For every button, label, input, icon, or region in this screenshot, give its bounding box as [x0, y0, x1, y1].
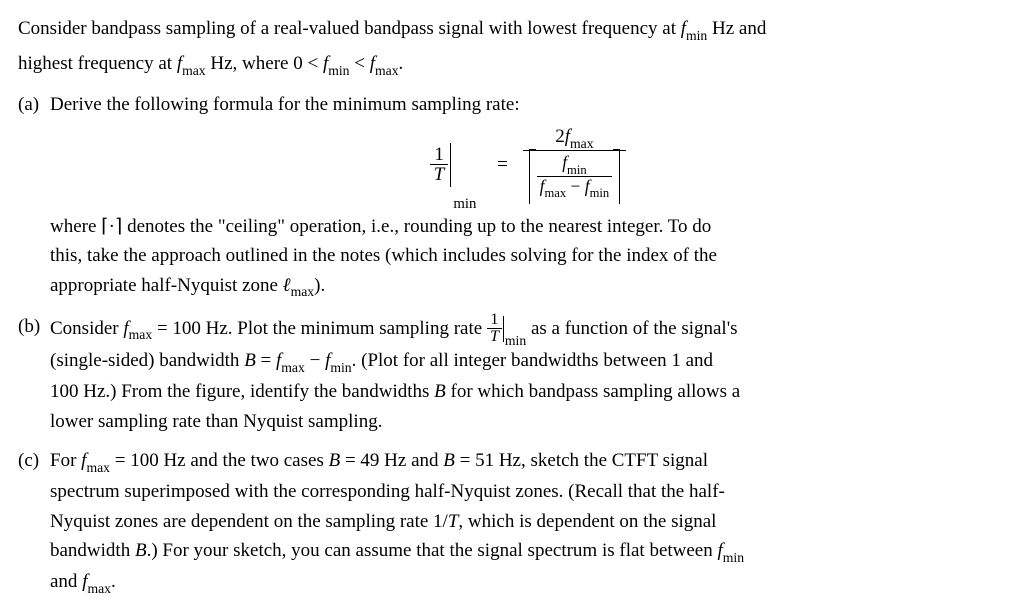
text: for which bandpass sampling allows a	[446, 381, 740, 402]
text: ).	[314, 275, 325, 296]
text: appropriate half-Nyquist zone	[50, 275, 283, 296]
B-var: B	[135, 540, 147, 561]
item-c: (c) For fmax = 100 Hz and the two cases …	[18, 446, 1006, 598]
c-line-4: bandwidth B.) For your sketch, you can a…	[50, 536, 1006, 567]
inner-numer: fmin	[537, 153, 613, 176]
intro-text: Consider bandpass sampling of a real-val…	[18, 18, 681, 39]
body-b: Consider fmax = 100 Hz. Plot the minimum…	[50, 312, 1006, 437]
text: = 49 Hz and	[340, 450, 443, 471]
frac-rhs: 2fmax fmin fmax − fmin	[523, 127, 627, 201]
ell-var: ℓ	[283, 275, 291, 296]
fmax-sub: max	[570, 136, 594, 151]
fmax-var: f	[123, 317, 128, 338]
B-var: B	[443, 450, 455, 471]
text: as a function of the signal's	[526, 317, 737, 338]
b-line-2: (single-sided) bandwidth B = fmax − fmin…	[50, 346, 1006, 377]
intro-paragraph-2: highest frequency at fmax Hz, where 0 < …	[18, 49, 1006, 80]
fmax-sub: max	[281, 360, 305, 375]
numer-1: 1	[430, 145, 449, 164]
B-var: B	[329, 450, 341, 471]
a-tail-1: where ⌈·⌉ denotes the "ceiling" operatio…	[50, 212, 1006, 241]
fmax-sub: max	[87, 581, 111, 596]
c-line-3: Nyquist zones are dependent on the sampl…	[50, 507, 1006, 536]
fmin-sub: min	[590, 186, 610, 200]
numer-2fmax: 2fmax	[523, 127, 627, 150]
one: 1	[487, 312, 502, 329]
eval-bar	[503, 316, 504, 342]
text: 100 Hz.) From the figure, identify the b…	[50, 381, 434, 402]
denom-T: T	[430, 164, 449, 184]
fmax-sub: max	[545, 186, 567, 200]
text: Consider	[50, 317, 123, 338]
text: = 100 Hz. Plot the minimum sampling rate	[152, 317, 487, 338]
minus: −	[566, 176, 585, 196]
text: = 51 Hz, sketch the CTFT signal	[455, 450, 708, 471]
denom-ceil: fmin fmax − fmin	[523, 150, 627, 201]
text: . (Plot for all integer bandwidths betwe…	[352, 350, 713, 371]
c-line-5: and fmax.	[50, 567, 1006, 598]
text: .	[111, 571, 116, 592]
eval-min: min	[453, 196, 476, 212]
text: For	[50, 450, 81, 471]
B-var: B	[434, 381, 446, 402]
text: (single-sided) bandwidth	[50, 350, 244, 371]
text: Nyquist zones are dependent on the sampl…	[50, 511, 448, 532]
text: bandwidth	[50, 540, 135, 561]
equation-min-rate: 1 T min = 2fmax fmin fmax − fmin	[50, 127, 1006, 201]
intro-paragraph: Consider bandpass sampling of a real-val…	[18, 14, 1006, 45]
a-tail-2: this, take the approach outlined in the …	[50, 241, 1006, 270]
body-c: For f max = 100 Hz and the two cases B = …	[50, 446, 1006, 598]
fmin-sub: min	[328, 63, 349, 78]
fmax-var: f	[540, 176, 545, 196]
body-a: Derive the following formula for the min…	[50, 90, 1006, 302]
intro-text: <	[350, 53, 370, 74]
fmax-sub: max	[129, 327, 153, 342]
marker-c: (c)	[18, 446, 50, 598]
marker-a: (a)	[18, 90, 50, 302]
item-b: (b) Consider fmax = 100 Hz. Plot the min…	[18, 312, 1006, 437]
frac-1-T: 1T	[487, 312, 502, 347]
ell-sub: max	[291, 284, 315, 299]
inner-denom: fmax − fmin	[537, 176, 613, 200]
frac-1-over-T: 1 T	[430, 145, 449, 184]
a-tail-3: appropriate half-Nyquist zone ℓmax).	[50, 271, 1006, 302]
fmax-sub: max	[182, 63, 206, 78]
fmax-sub: max	[86, 460, 110, 475]
equals: =	[497, 150, 508, 179]
item-a: (a) Derive the following formula for the…	[18, 90, 1006, 302]
eval-bar	[450, 143, 451, 187]
eval-min: min	[505, 333, 526, 348]
text: .) For your sketch, you can assume that …	[147, 540, 718, 561]
b-line-4: lower sampling rate than Nyquist samplin…	[50, 407, 1006, 436]
b-line-1: Consider fmax = 100 Hz. Plot the minimum…	[50, 312, 1006, 347]
text: and	[50, 571, 82, 592]
fmin-sub: min	[567, 163, 587, 177]
marker-b: (b)	[18, 312, 50, 437]
a-lead: Derive the following formula for the min…	[50, 90, 1006, 119]
fmin-sub: min	[723, 550, 744, 565]
c-line-2: spectrum superimposed with the correspon…	[50, 477, 1006, 506]
text: −	[305, 350, 325, 371]
intro-text: Hz, where 0 <	[206, 53, 323, 74]
c-line-1: For fmax = 100 Hz and the two cases B = …	[50, 446, 1006, 477]
B-var: B	[244, 350, 256, 371]
intro-text: Hz and	[707, 18, 766, 39]
fmin-sub: min	[686, 28, 707, 43]
two: 2	[555, 126, 565, 147]
fmax-sub: max	[375, 63, 399, 78]
ceiling: fmin fmax − fmin	[529, 151, 621, 201]
text: , which is dependent on the signal	[458, 511, 716, 532]
T-var: T	[448, 511, 459, 532]
fmin-var: f	[718, 540, 723, 561]
fmin-var: f	[585, 176, 590, 196]
inner-frac: fmin fmax − fmin	[537, 153, 613, 199]
intro-text: .	[399, 53, 404, 74]
T: T	[487, 328, 502, 346]
text: = 100 Hz and the two cases	[110, 450, 329, 471]
b-line-3: 100 Hz.) From the figure, identify the b…	[50, 377, 1006, 406]
intro-text: highest frequency at	[18, 53, 177, 74]
text: =	[256, 350, 276, 371]
fmin-sub: min	[330, 360, 351, 375]
